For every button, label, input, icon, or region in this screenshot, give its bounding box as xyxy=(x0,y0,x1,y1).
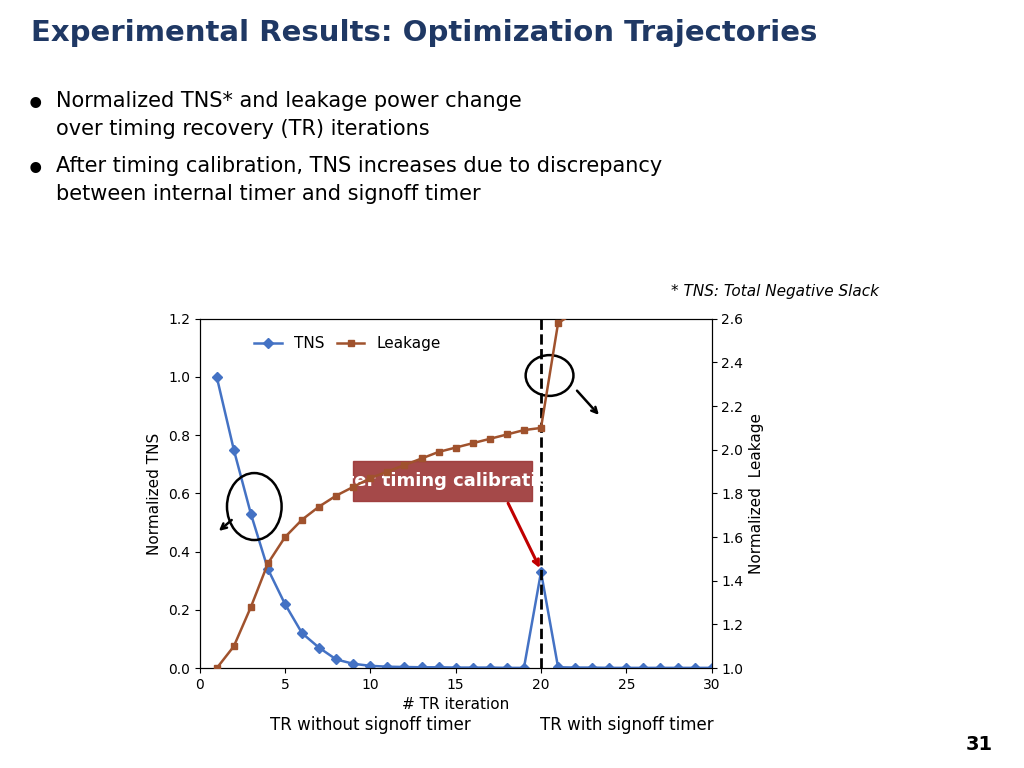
Leakage xyxy=(706,296,718,306)
TNS xyxy=(432,663,444,672)
Text: After timing calibration, TNS increases due to discrepancy: After timing calibration, TNS increases … xyxy=(56,156,663,176)
TNS xyxy=(637,664,649,673)
Text: •: • xyxy=(26,91,45,120)
Leakage xyxy=(398,461,411,470)
Text: 31: 31 xyxy=(967,735,993,754)
Leakage xyxy=(501,430,513,439)
TNS xyxy=(279,600,291,609)
Leakage xyxy=(279,532,291,541)
Leakage xyxy=(672,296,684,306)
TNS xyxy=(296,628,308,637)
TNS xyxy=(552,663,564,672)
Leakage xyxy=(637,299,649,308)
Leakage xyxy=(365,474,377,483)
Leakage xyxy=(586,303,598,313)
TNS xyxy=(381,662,393,671)
TNS xyxy=(501,664,513,673)
Leakage xyxy=(688,296,700,306)
Line: Leakage: Leakage xyxy=(213,298,715,672)
TNS xyxy=(416,663,428,672)
Text: Experimental Results: Optimization Trajectories: Experimental Results: Optimization Traje… xyxy=(31,19,817,47)
Leakage xyxy=(227,642,240,651)
X-axis label: # TR iteration: # TR iteration xyxy=(402,697,509,713)
Leakage xyxy=(483,434,496,443)
Text: over timing recovery (TR) iterations: over timing recovery (TR) iterations xyxy=(56,119,430,139)
Leakage xyxy=(603,301,615,310)
Leakage xyxy=(245,602,257,611)
Leakage xyxy=(654,299,667,308)
TNS xyxy=(347,659,359,668)
Legend: TNS, Leakage: TNS, Leakage xyxy=(248,329,447,357)
Leakage xyxy=(347,482,359,492)
Y-axis label: Normalized  Leakage: Normalized Leakage xyxy=(750,413,764,574)
Leakage xyxy=(296,515,308,525)
TNS xyxy=(569,663,582,672)
TNS xyxy=(211,372,223,382)
Leakage xyxy=(416,454,428,463)
Leakage xyxy=(262,559,274,568)
Leakage xyxy=(535,423,547,432)
Leakage xyxy=(552,319,564,328)
Text: Normalized TNS* and leakage power change: Normalized TNS* and leakage power change xyxy=(56,91,522,111)
TNS xyxy=(654,664,667,673)
FancyBboxPatch shape xyxy=(353,462,532,501)
TNS xyxy=(227,445,240,455)
Line: TNS: TNS xyxy=(213,373,715,671)
Leakage xyxy=(381,467,393,476)
TNS xyxy=(398,662,411,671)
Leakage xyxy=(621,299,633,308)
Text: After timing calibration: After timing calibration xyxy=(325,472,561,490)
TNS xyxy=(586,663,598,672)
Text: between internal timer and signoff timer: between internal timer and signoff timer xyxy=(56,184,481,204)
Text: •: • xyxy=(26,156,45,185)
Leakage xyxy=(211,664,223,673)
TNS xyxy=(706,664,718,673)
TNS xyxy=(245,509,257,518)
Text: * TNS: Total Negative Slack: * TNS: Total Negative Slack xyxy=(671,284,879,300)
TNS xyxy=(621,664,633,673)
TNS xyxy=(330,655,342,664)
Leakage xyxy=(467,439,479,448)
Text: TR without signoff timer: TR without signoff timer xyxy=(270,716,471,733)
Text: TR with signoff timer: TR with signoff timer xyxy=(540,716,713,733)
TNS xyxy=(688,664,700,673)
TNS xyxy=(365,661,377,670)
TNS xyxy=(262,564,274,574)
TNS xyxy=(313,643,326,652)
TNS xyxy=(450,663,462,672)
Leakage xyxy=(330,491,342,500)
Leakage xyxy=(432,447,444,456)
TNS xyxy=(483,663,496,672)
TNS xyxy=(672,664,684,673)
TNS xyxy=(535,568,547,577)
Leakage xyxy=(518,425,530,435)
Leakage xyxy=(450,443,462,452)
Leakage xyxy=(313,502,326,511)
TNS xyxy=(603,664,615,673)
TNS xyxy=(518,664,530,673)
Y-axis label: Normalized TNS: Normalized TNS xyxy=(147,432,163,554)
Leakage xyxy=(569,307,582,316)
TNS xyxy=(467,663,479,672)
